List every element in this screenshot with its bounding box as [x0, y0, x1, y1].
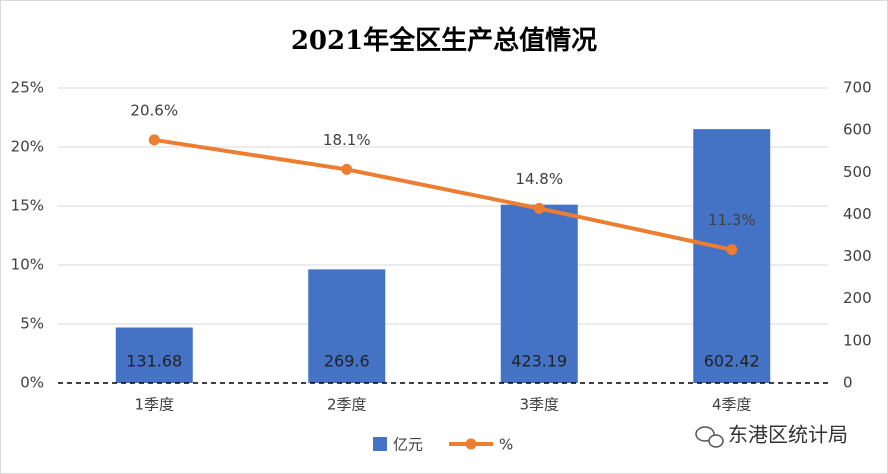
y2-tick-label: 100: [843, 331, 872, 349]
bar: [693, 129, 771, 383]
line-point: [341, 163, 353, 175]
bar: [308, 269, 386, 383]
legend-label: %: [499, 436, 513, 454]
y-tick-label: 5%: [20, 315, 44, 333]
y-tick-label: 10%: [11, 256, 44, 274]
line-series: [153, 137, 733, 252]
legend-swatch: [465, 438, 477, 450]
y2-tick-label: 0: [843, 374, 853, 392]
x-tick-label: 4季度: [712, 396, 752, 414]
y-tick-label: 20%: [11, 138, 44, 156]
bar-value-label: 602.42: [704, 352, 760, 371]
y2-tick-label: 400: [843, 205, 872, 223]
x-tick-label: 2季度: [327, 396, 367, 414]
y2-tick-label: 500: [843, 163, 872, 181]
line-point: [148, 134, 160, 146]
bar-value-label: 131.68: [126, 352, 182, 371]
line-point: [726, 244, 738, 256]
line-value-label: 18.1%: [323, 131, 371, 149]
y-tick-label: 0%: [20, 374, 44, 392]
y2-tick-label: 200: [843, 289, 872, 307]
line-value-label: 14.8%: [515, 170, 563, 188]
y2-tick-label: 300: [843, 247, 872, 265]
line-value-label: 20.6%: [130, 101, 178, 119]
bar-value-label: 269.6: [324, 352, 370, 371]
line-point: [533, 202, 545, 214]
watermark-text: 东港区统计局: [728, 423, 848, 447]
watermark-icon: [708, 434, 724, 448]
watermark: 东港区统计局: [695, 423, 848, 448]
y2-tick-label: 600: [843, 121, 872, 139]
line-value-label: 11.3%: [708, 211, 756, 229]
bar: [115, 327, 193, 383]
x-tick-label: 3季度: [519, 396, 559, 414]
watermark-icon: [695, 426, 715, 442]
chart-title: 2021年全区生产总值情况: [291, 25, 597, 56]
bar-value-label: 423.19: [511, 352, 567, 371]
bar: [500, 204, 578, 383]
legend-swatch: [373, 437, 387, 451]
y-tick-label: 15%: [11, 197, 44, 215]
legend-label: 亿元: [393, 436, 423, 454]
x-tick-label: 1季度: [134, 396, 174, 414]
y2-tick-label: 700: [843, 79, 872, 97]
y-tick-label: 25%: [11, 79, 44, 97]
